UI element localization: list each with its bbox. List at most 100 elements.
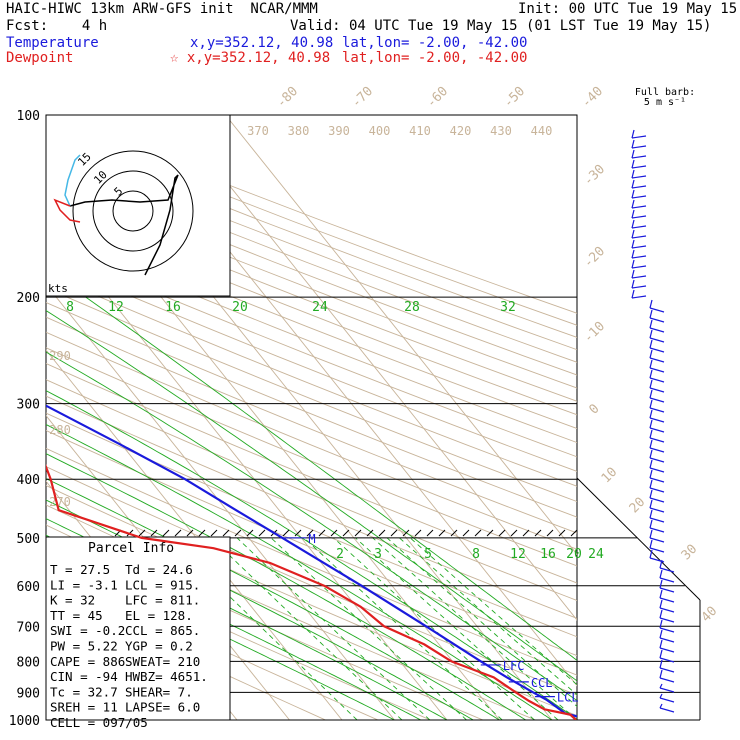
pressure-label-700: 700 xyxy=(17,620,40,635)
parcel-info-right: CCL = 865. xyxy=(125,623,200,638)
wind-barb xyxy=(649,477,665,483)
wind-barb xyxy=(649,497,665,503)
isotherm-label: 10 xyxy=(599,465,621,487)
theta-label-left: 270 xyxy=(49,495,71,509)
wind-barb-flag xyxy=(649,429,653,439)
wind-barb-flag xyxy=(631,219,635,229)
wind-barb xyxy=(649,417,665,423)
wind-barb-flag xyxy=(659,599,663,609)
wind-barb xyxy=(649,317,665,323)
wind-barb xyxy=(659,607,675,613)
wind-barb-flag xyxy=(631,229,635,239)
isobar-tick xyxy=(522,529,530,537)
parcel-info-left: T = 27.5 xyxy=(50,562,110,577)
isobar-tick xyxy=(330,529,338,537)
theta-label: 440 xyxy=(531,124,553,138)
wind-barb-flag xyxy=(649,369,653,379)
isotherm-label: -40 xyxy=(579,84,606,111)
wind-barb xyxy=(631,205,647,209)
wind-barb xyxy=(659,627,675,633)
pressure-label-1000: 1000 xyxy=(9,714,40,729)
wind-barb-flag xyxy=(649,409,653,419)
isotherm xyxy=(46,349,343,720)
dry-adiabat xyxy=(46,169,577,376)
wind-barb-flag xyxy=(649,339,653,349)
theta-label-left: 290 xyxy=(49,349,71,363)
header-valid-time: Valid: 04 UTC Tue 19 May 15 (01 LST Tue … xyxy=(290,18,712,34)
wind-barb xyxy=(649,447,665,453)
wind-barb-flag xyxy=(631,179,635,189)
series-dewpoint xyxy=(46,463,577,720)
isobar-tick xyxy=(150,529,158,537)
theta-label: 420 xyxy=(450,124,472,138)
mixing-ratio-line xyxy=(333,537,535,720)
wind-barb-flag xyxy=(649,379,653,389)
dry-adiabat xyxy=(46,412,577,638)
wind-barb xyxy=(659,667,675,673)
legend-temperature-xy: x,y=352.12, 40.98 xyxy=(190,35,334,51)
hodograph-upper-trace xyxy=(53,198,81,223)
isobar-tick xyxy=(558,529,566,537)
wind-barb-flag xyxy=(631,189,635,199)
wind-barb-flag xyxy=(649,539,653,549)
parcel-info-right: LFC = 811. xyxy=(125,593,200,608)
pressure-label-100: 100 xyxy=(17,109,40,124)
isotherm xyxy=(172,115,577,621)
mixing-ratio-line xyxy=(169,537,358,720)
isobar-tick xyxy=(210,529,218,537)
level-marker-ccl: CCL xyxy=(531,676,553,690)
dry-adiabat xyxy=(46,181,577,389)
isotherm-label: 40 xyxy=(699,604,721,626)
dry-adiabat xyxy=(46,232,577,444)
wind-barb xyxy=(649,487,665,493)
mixing-ratio-label: 3 xyxy=(374,547,382,562)
wind-barb xyxy=(649,387,665,393)
isotherm-label: 30 xyxy=(679,542,701,564)
isobar-tick xyxy=(498,529,506,537)
pressure-label-800: 800 xyxy=(17,655,40,670)
isobar-tick xyxy=(354,529,362,537)
theta-label: 380 xyxy=(288,124,310,138)
isobar-tick xyxy=(342,529,350,537)
isotherm-label: -60 xyxy=(424,84,451,111)
mixing-ratio-label: 32 xyxy=(500,300,516,315)
mixing-ratio-line xyxy=(210,537,403,720)
parcel-info-title: Parcel Info xyxy=(88,541,174,556)
parcel-info-right: LAPSE= 6.0 xyxy=(125,700,200,715)
mixing-ratio-label: 5 xyxy=(424,547,432,562)
wind-barb xyxy=(631,175,647,179)
isotherm xyxy=(46,218,448,720)
wind-barb-flag xyxy=(649,299,653,309)
wind-barb-flag xyxy=(659,609,663,619)
wind-barb xyxy=(649,467,665,473)
isobar-tick xyxy=(402,529,410,537)
wind-barb-flag xyxy=(631,249,635,259)
mixing-ratio-label: 24 xyxy=(588,547,604,562)
wind-barb-flag xyxy=(631,199,635,209)
mixing-ratio-label: 12 xyxy=(108,300,124,315)
wind-barb-flag xyxy=(649,469,653,479)
wind-barb xyxy=(649,507,665,513)
parcel-info-right: SWEAT= 210 xyxy=(125,654,200,669)
header-init-time: Init: 00 UTC Tue 19 May 15 xyxy=(518,1,738,17)
wind-barb-flag xyxy=(659,659,663,669)
isobar-tick xyxy=(426,529,434,537)
isotherm-label: -10 xyxy=(581,319,608,346)
parcel-info-left: SWI = -0.2 xyxy=(50,623,125,638)
parcel-info-left: CELL = 097/05 xyxy=(50,715,148,730)
wind-barb xyxy=(649,357,665,363)
dry-adiabat xyxy=(46,588,326,720)
wind-barb xyxy=(649,517,665,523)
wind-barb-flag xyxy=(631,139,635,149)
pressure-label-500: 500 xyxy=(17,532,40,547)
dry-adiabat xyxy=(46,206,577,416)
parcel-info-right: Td = 24.6 xyxy=(125,562,193,577)
mixing-ratio-label: 20 xyxy=(566,547,582,562)
mixing-ratio-label: 24 xyxy=(312,300,328,315)
wind-barb-flag xyxy=(631,279,635,289)
wind-barb xyxy=(631,145,647,149)
wind-barb xyxy=(631,165,647,169)
legend-temperature-latlon: lat,lon= -2.00, -42.00 xyxy=(342,35,528,51)
legend-dewpoint: Dewpoint xyxy=(6,50,74,66)
parcel-info-frame xyxy=(45,536,231,721)
